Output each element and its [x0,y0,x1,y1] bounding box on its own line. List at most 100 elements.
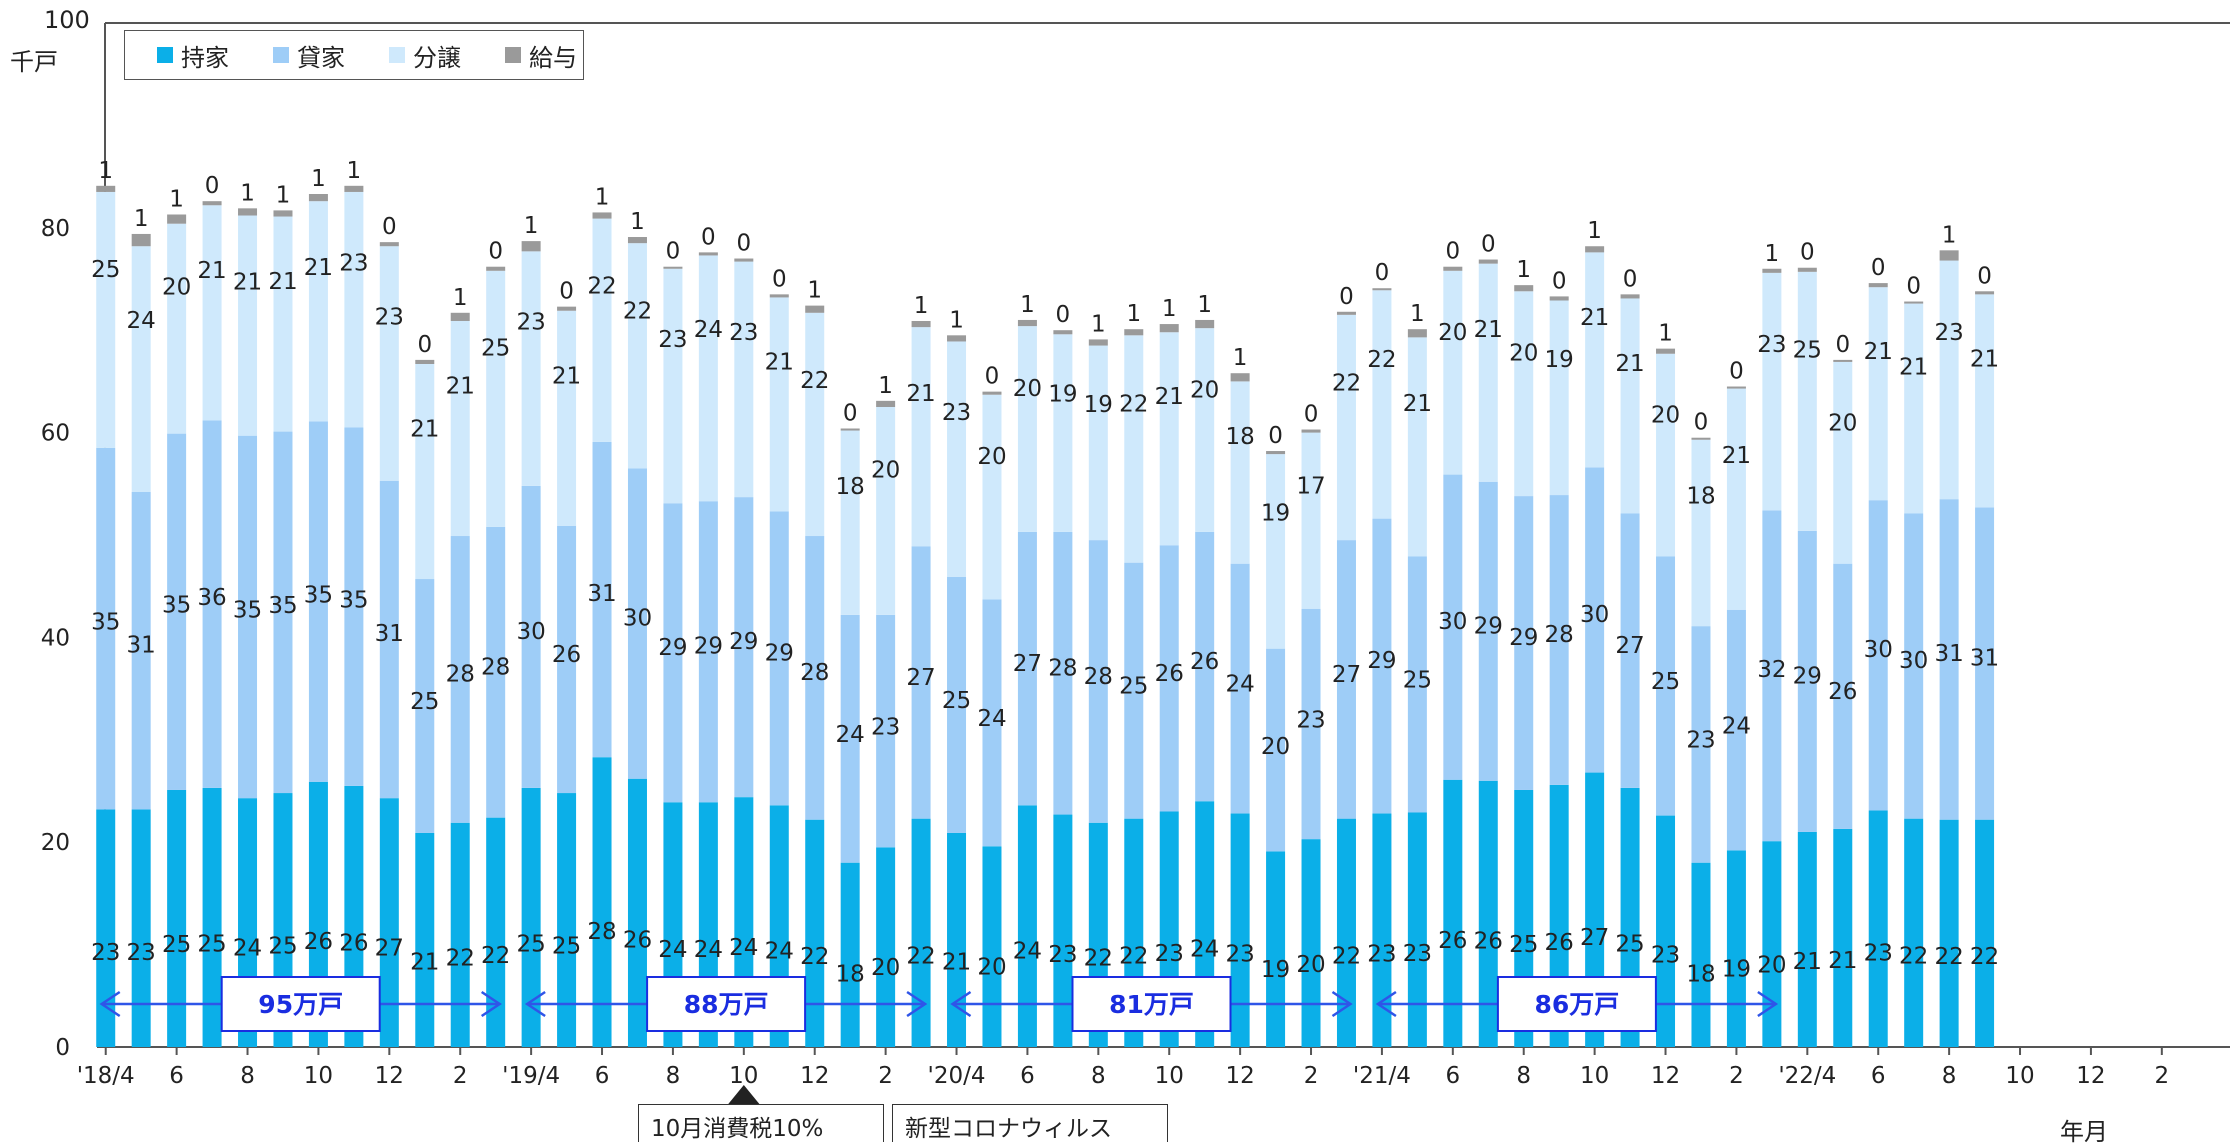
bar-segment-mochiie [592,757,612,1047]
bar-segment-mochiie [96,809,116,1047]
period-arrow-left-head [524,990,546,1018]
bar-segment-bunjo [1336,314,1356,541]
bar-segment-kyuyo [486,266,506,271]
bar-segment-kashiya [805,536,825,820]
x-tick-label: 6 [595,1063,610,1089]
data-label-mochiie: 26 [1438,928,1467,954]
data-label-kyuyo: 1 [949,307,964,333]
data-label-kyuyo: 0 [1977,263,1992,289]
bar-segment-bunjo [1833,361,1853,564]
data-label-mochiie: 19 [1261,957,1290,983]
bar-segment-kashiya [982,599,1002,847]
bar-segment-kyuyo [805,305,825,313]
data-label-mochiie: 22 [906,944,935,970]
data-label-mochiie: 24 [1190,937,1219,963]
data-label-kashiya: 29 [658,635,687,661]
bar-segment-kyuyo [273,210,293,217]
data-label-mochiie: 22 [1899,944,1928,970]
data-label-kyuyo: 1 [1233,345,1248,371]
period-total-box [1496,976,1657,1032]
data-label-kashiya: 29 [1793,663,1822,689]
data-label-kashiya: 25 [1119,674,1148,700]
data-label-kashiya: 24 [977,706,1006,732]
bar-segment-kashiya [1549,495,1569,785]
bar-segment-kashiya [1762,510,1782,842]
data-label-mochiie: 21 [1828,948,1857,974]
data-label-kashiya: 27 [1332,662,1361,688]
legend-item-kyuyo: 給与 [505,38,577,73]
data-label-kyuyo: 1 [169,186,184,212]
data-label-kashiya: 30 [1899,648,1928,674]
bar-segment-kashiya [450,536,470,823]
bar-segment-kyuyo [415,359,435,364]
data-label-kyuyo: 0 [1800,240,1815,266]
bar-segment-mochiie [486,817,506,1047]
x-tick-label: 2 [1304,1063,1319,1089]
data-label-bunjo: 24 [694,317,723,343]
data-label-mochiie: 18 [836,961,865,987]
bar-segment-kashiya [876,614,896,848]
bar-segment-bunjo [1691,439,1711,627]
x-tick-label: 2 [1729,1063,1744,1089]
legend-swatch-kashiya [273,47,289,63]
data-label-kyuyo: 0 [1552,268,1567,294]
data-label-kyuyo: 0 [205,173,220,199]
bar-segment-bunjo [131,246,151,492]
bar-segment-kashiya [486,526,506,818]
bar-segment-kashiya [1585,467,1605,773]
bar-segment-kyuyo [1053,330,1073,335]
data-label-mochiie: 24 [658,937,687,963]
data-label-mochiie: 25 [516,931,545,957]
data-label-kyuyo: 0 [701,224,716,250]
x-tick-label: '18/4 [77,1063,135,1089]
bar-segment-kyuyo [521,241,541,252]
data-label-bunjo: 23 [339,251,368,277]
bar-segment-bunjo [805,312,825,537]
bar-segment-mochiie [415,832,435,1047]
bar-segment-kashiya [734,497,754,798]
bar-segment-kyuyo [202,201,222,206]
bar-segment-bunjo [911,327,931,547]
x-tick-label: '22/4 [1778,1063,1836,1089]
bar-segment-kashiya [1407,556,1427,813]
data-label-bunjo: 21 [1403,391,1432,417]
legend-swatch-kyuyo [505,47,521,63]
x-tick-label: 8 [666,1063,681,1089]
data-label-mochiie: 21 [942,949,971,975]
data-label-mochiie: 27 [375,935,404,961]
data-label-mochiie: 23 [1225,942,1254,968]
period-total-label: 95万戸 [258,990,343,1019]
bar-segment-mochiie [1762,841,1782,1047]
data-label-kashiya: 28 [1048,656,1077,682]
data-label-kyuyo: 1 [1942,222,1957,248]
data-label-bunjo: 21 [1722,443,1751,469]
data-label-mochiie: 22 [1332,944,1361,970]
data-label-kashiya: 23 [871,714,900,740]
x-tick-label: 12 [1225,1063,1254,1089]
bar-segment-bunjo [1620,298,1640,514]
bar-segment-kyuyo [840,428,860,431]
data-label-bunjo: 22 [1119,392,1148,418]
bar-segment-bunjo [1301,432,1321,609]
tax-annotation-box: 10月消費税10% [638,1104,884,1142]
bar-segment-bunjo [557,310,577,526]
data-label-kyuyo: 1 [98,158,113,184]
data-label-kyuyo: 0 [1056,302,1071,328]
bar-segment-kashiya [344,427,364,786]
bar-segment-kyuyo [1656,348,1676,354]
data-label-mochiie: 18 [1686,961,1715,987]
period-arrow-right-head [1331,990,1353,1018]
data-label-mochiie: 21 [410,949,439,975]
period-arrow-left-head [1375,990,1397,1018]
data-label-kyuyo: 1 [914,293,929,319]
y-tick-label: 0 [55,1035,70,1061]
bar-segment-kyuyo [450,312,470,321]
data-label-bunjo: 21 [1970,346,1999,372]
data-label-bunjo: 23 [658,327,687,353]
bar-segment-kyuyo [1159,324,1179,333]
data-label-bunjo: 19 [1261,500,1290,526]
data-label-kashiya: 29 [1474,613,1503,639]
bar-segment-bunjo [840,430,860,615]
x-axis-title: 年月 [2060,1118,2108,1146]
period-arrow-right-head [906,990,928,1018]
